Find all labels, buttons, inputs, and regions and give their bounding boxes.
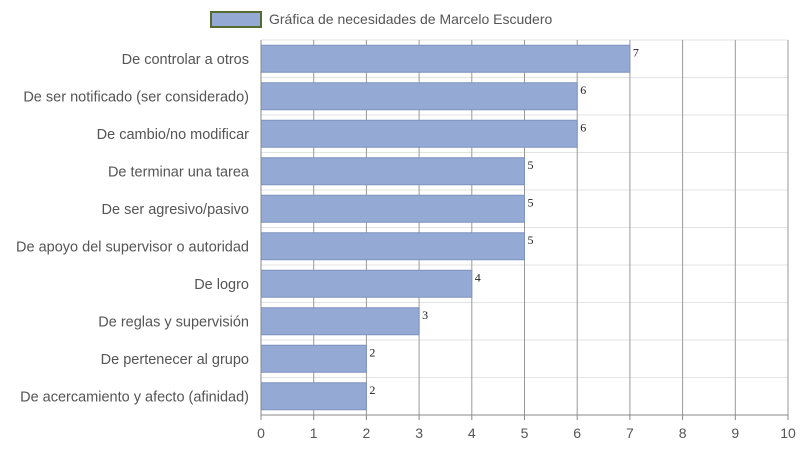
x-tick-label: 3 (415, 425, 423, 441)
category-label: De logro (194, 277, 249, 293)
bar (260, 44, 631, 73)
x-tick-label: 2 (363, 425, 371, 441)
category-label: De reglas y supervisión (98, 314, 249, 330)
category-label: De ser agresivo/pasivo (102, 202, 250, 218)
x-tick-label: 0 (257, 425, 265, 441)
x-tick-label: 8 (679, 425, 687, 441)
category-label: De apoyo del supervisor o autoridad (16, 239, 249, 255)
category-label: De ser notificado (ser considerado) (23, 89, 249, 105)
legend-swatch (210, 11, 262, 28)
bar (260, 382, 367, 411)
category-labels: De controlar a otros De ser notificado (s… (16, 52, 250, 406)
data-label: 3 (422, 308, 428, 322)
data-label: 4 (475, 270, 481, 284)
data-label: 2 (369, 383, 375, 397)
bar (260, 194, 525, 223)
x-tick-label: 1 (310, 425, 318, 441)
x-tick-label: 4 (468, 425, 476, 441)
data-label: 5 (528, 233, 534, 247)
bars (260, 44, 631, 411)
x-tick-label: 9 (731, 425, 739, 441)
legend-label: Gráfica de necesidades de Marcelo Escude… (269, 11, 552, 27)
data-label: 2 (369, 345, 375, 359)
data-label: 7 (633, 45, 639, 59)
data-label: 6 (580, 83, 586, 97)
bar (260, 344, 367, 373)
bar (260, 82, 578, 111)
x-tick-label: 5 (521, 425, 529, 441)
legend: Gráfica de necesidades de Marcelo Escude… (210, 11, 552, 28)
data-label: 6 (580, 120, 586, 134)
bar (260, 232, 525, 261)
category-label: De controlar a otros (122, 52, 249, 68)
category-label: De acercamiento y afecto (afinidad) (20, 389, 249, 405)
x-axis: 0 1 2 3 4 5 6 7 8 9 10 (257, 40, 796, 441)
data-label: 5 (528, 195, 534, 209)
category-label: De pertenecer al grupo (101, 352, 249, 368)
category-label: De terminar una tarea (108, 164, 250, 180)
data-labels: 7 6 6 5 5 5 4 3 2 2 (369, 45, 639, 397)
x-tick-label: 6 (573, 425, 581, 441)
bar (260, 269, 473, 298)
category-label: De cambio/no modificar (97, 127, 249, 143)
bar (260, 119, 578, 148)
data-label: 5 (528, 158, 534, 172)
bar (260, 307, 420, 336)
x-tick-label: 10 (780, 425, 796, 441)
bar (260, 157, 525, 186)
x-tick-label: 7 (626, 425, 634, 441)
